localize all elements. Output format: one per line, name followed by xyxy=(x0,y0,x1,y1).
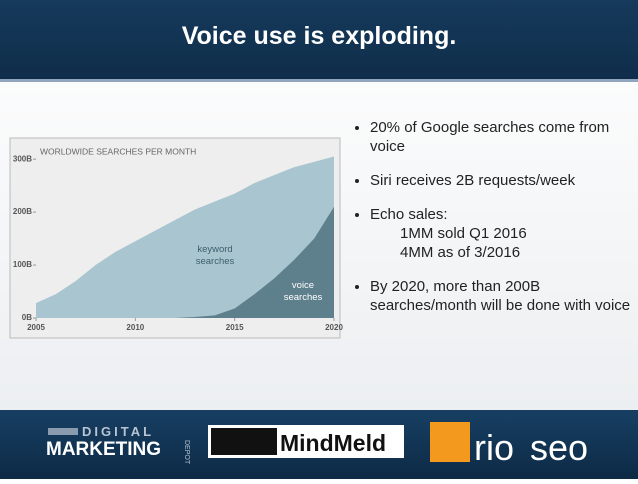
series-label-line: searches xyxy=(284,292,323,303)
x-tick-label: 2005 xyxy=(27,323,45,332)
bullet: By 2020, more than 200B searches/month w… xyxy=(370,277,635,315)
bullet-list: 20% of Google searches come from voice S… xyxy=(356,118,635,330)
logo-text: DIGITAL xyxy=(82,424,154,439)
logo-text: rio xyxy=(474,427,514,468)
bullet-text: Echo sales: xyxy=(370,206,448,223)
x-tick-label: 2015 xyxy=(226,323,244,332)
logos: DIGITAL MARKETING DEPOT MindMeld rio seo xyxy=(46,422,588,468)
logo-text: MARKETING xyxy=(46,439,161,460)
header: Voice use is exploding. xyxy=(0,0,638,82)
slide-title: Voice use is exploding. xyxy=(181,22,457,50)
series-label: voice searches xyxy=(284,280,323,303)
bullet: 20% of Google searches come from voice xyxy=(370,118,635,156)
y-tick-label: 100B xyxy=(13,260,32,269)
series-label-line: keyword xyxy=(197,244,232,255)
series-label: keyword searches xyxy=(196,244,235,267)
y-tick-label: 300B xyxy=(13,154,32,163)
logo-text: MindMeld xyxy=(280,430,386,456)
logo-bar xyxy=(48,428,78,435)
sub-line: 4MM as of 3/2016 xyxy=(400,244,521,261)
bullet: Echo sales: 1MM sold Q1 2016 4MM as of 3… xyxy=(370,205,635,262)
footer: DIGITAL MARKETING DEPOT MindMeld rio seo xyxy=(0,410,638,479)
sub-line: 1MM sold Q1 2016 xyxy=(400,225,527,242)
logo-text: seo xyxy=(530,427,588,468)
logo-dots xyxy=(211,428,277,455)
series-label-line: searches xyxy=(196,256,235,267)
x-tick-label: 2010 xyxy=(126,323,144,332)
y-tick-label: 0B xyxy=(22,313,32,322)
logo-text: DEPOT xyxy=(183,440,190,465)
y-tick-label: 200B xyxy=(13,207,32,216)
series-label-line: voice xyxy=(292,280,314,291)
chart: WORLDWIDE SEARCHES PER MONTH 0B 100B 200B 3… xyxy=(9,137,343,339)
area xyxy=(36,156,334,318)
logo-square xyxy=(430,422,470,462)
x-tick-label: 2020 xyxy=(325,323,343,332)
chart-title: WORLDWIDE SEARCHES PER MONTH xyxy=(40,146,196,156)
bullet: Siri receives 2B requests/week xyxy=(370,171,635,190)
